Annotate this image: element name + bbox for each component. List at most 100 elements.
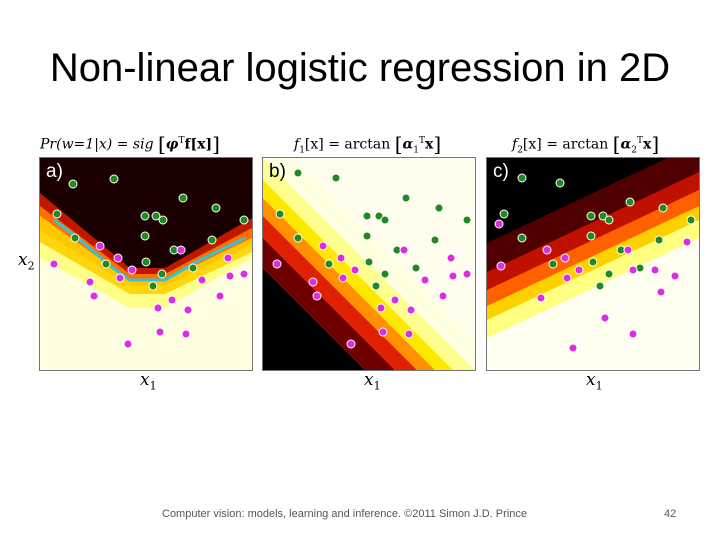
point-w1 — [595, 281, 605, 291]
point-w0 — [346, 339, 356, 349]
point-w1 — [140, 211, 150, 221]
point-w1 — [517, 233, 527, 243]
point-w0 — [197, 275, 207, 285]
point-w0 — [167, 295, 177, 305]
point-w1 — [658, 203, 668, 213]
formula-c: f2[x] = arctan [α2Tx] — [512, 131, 660, 156]
point-w0 — [49, 259, 59, 269]
point-w1 — [517, 173, 527, 183]
point-w0 — [670, 271, 680, 281]
point-w0 — [494, 219, 504, 229]
point-w0 — [225, 271, 235, 281]
formula-c-sup: T — [637, 136, 644, 146]
formula-b-tail: x — [425, 136, 434, 153]
formula-a: Pr(w=1|x) = sig [φTf[x]] — [40, 131, 220, 156]
formula-a-sup: T — [178, 136, 185, 146]
point-w0 — [462, 269, 472, 279]
point-w1 — [380, 269, 390, 279]
point-w0 — [123, 339, 133, 349]
panel-a-heatmap — [40, 158, 252, 370]
panel-c: c) — [486, 157, 700, 371]
point-w0 — [183, 305, 193, 315]
point-w0 — [623, 245, 633, 255]
point-w1 — [157, 269, 167, 279]
point-w0 — [95, 241, 105, 251]
point-w1 — [151, 211, 161, 221]
point-w0 — [378, 327, 388, 337]
slide-title: Non-linear logistic regression in 2D — [49, 46, 671, 90]
x-axis-label-a: x1 — [140, 370, 157, 393]
point-w1 — [380, 215, 390, 225]
point-w0 — [85, 277, 95, 287]
formula-b-lhs: f — [294, 136, 300, 153]
panel-b-label: b) — [269, 161, 286, 182]
point-w0 — [420, 275, 430, 285]
formula-a-phi: φ — [165, 136, 179, 153]
formula-c-sub: 2 — [517, 145, 523, 156]
point-w0 — [448, 271, 458, 281]
point-w0 — [574, 265, 584, 275]
point-w0 — [308, 277, 318, 287]
point-w1 — [52, 209, 62, 219]
formula-a-lhs: Pr(w=1|x) = sig — [40, 136, 154, 153]
point-w0 — [318, 241, 328, 251]
point-w1 — [331, 173, 341, 183]
point-w1 — [430, 235, 440, 245]
formula-c-mid: [x] = arctan — [522, 136, 609, 153]
point-w0 — [682, 237, 692, 247]
point-w1 — [178, 193, 188, 203]
formula-c-alpha-sub: 2 — [631, 145, 638, 156]
panel-b: b) — [262, 157, 476, 371]
point-w0 — [350, 265, 360, 275]
point-w0 — [376, 303, 386, 313]
point-w0 — [628, 265, 638, 275]
point-w1 — [68, 179, 78, 189]
point-w1 — [275, 209, 285, 219]
point-w0 — [181, 329, 191, 339]
point-w1 — [362, 211, 372, 221]
formula-a-tail: f[x] — [184, 136, 213, 153]
formula-b: f1[x] = arctan [α1Tx] — [294, 131, 442, 156]
panel-a: a) — [39, 157, 253, 371]
panel-b-heatmap — [263, 158, 475, 370]
point-w1 — [293, 168, 303, 178]
y-axis-label: x2 — [18, 250, 35, 273]
point-w1 — [462, 215, 472, 225]
panel-c-heatmap — [487, 158, 699, 370]
point-w0 — [404, 329, 414, 339]
points-a — [49, 174, 249, 349]
point-w1 — [293, 233, 303, 243]
point-w0 — [223, 253, 233, 263]
point-w0 — [438, 291, 448, 301]
point-w1 — [625, 197, 635, 207]
formula-c-tail: x — [643, 136, 652, 153]
slide-footer: Computer vision: models, learning and in… — [162, 508, 527, 520]
decision-boundary-a — [53, 218, 246, 282]
point-w1 — [588, 257, 598, 267]
point-w1 — [362, 231, 372, 241]
points-b — [272, 168, 472, 349]
point-w1 — [434, 203, 444, 213]
point-w1 — [604, 215, 614, 225]
point-w1 — [211, 203, 221, 213]
point-w1 — [207, 235, 217, 245]
formula-b-alpha: α — [402, 136, 414, 153]
point-w0 — [115, 273, 125, 283]
point-w1 — [158, 215, 168, 225]
point-w1 — [604, 269, 614, 279]
x-axis-label-b: x1 — [364, 370, 381, 393]
point-w0 — [312, 291, 322, 301]
point-w1 — [499, 209, 509, 219]
point-w1 — [140, 231, 150, 241]
point-w0 — [628, 329, 638, 339]
point-w1 — [371, 281, 381, 291]
point-w1 — [654, 235, 664, 245]
point-w0 — [89, 291, 99, 301]
formula-c-lhs: f — [512, 136, 518, 153]
point-w1 — [188, 263, 198, 273]
point-w0 — [560, 253, 570, 263]
point-w1 — [548, 259, 558, 269]
formula-b-alpha-sub: 1 — [413, 145, 420, 156]
point-w0 — [536, 293, 546, 303]
point-w0 — [113, 253, 123, 263]
